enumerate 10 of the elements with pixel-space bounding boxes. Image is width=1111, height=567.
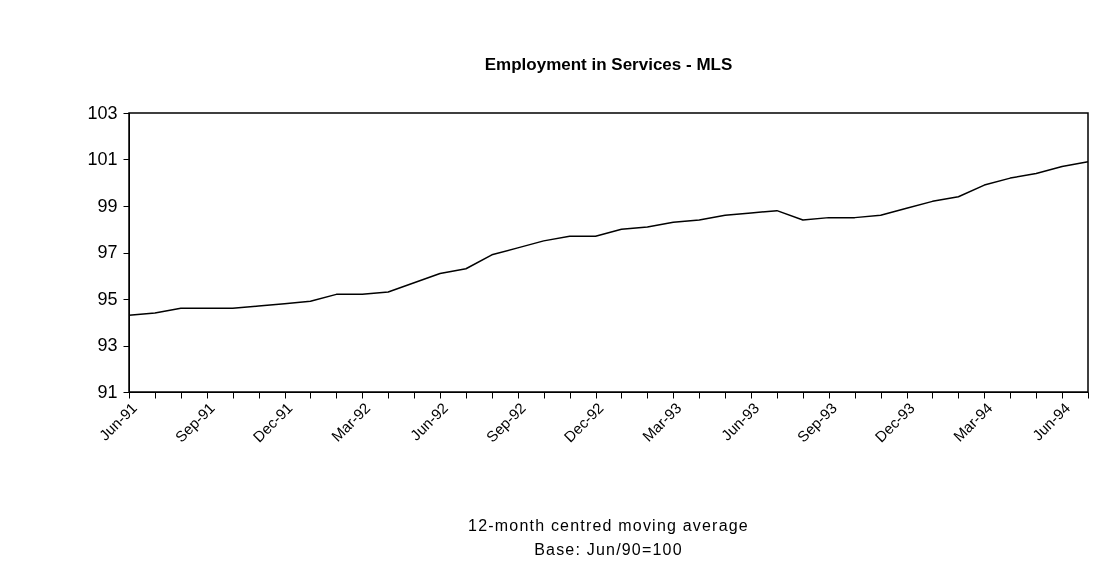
y-tick-label: 99 (97, 195, 118, 216)
y-tick-label: 103 (87, 102, 118, 123)
y-tick-label: 93 (97, 335, 118, 355)
y-tick-label: 95 (97, 288, 118, 309)
y-tick-label: 91 (97, 381, 118, 402)
text: 12-month centred moving average (467, 517, 750, 535)
chart-title: Employment in Services - MLS (484, 55, 733, 74)
y-tick-label: 101 (87, 149, 118, 169)
text: Base: Jun/90=100 (533, 541, 684, 559)
y-tick-label: 97 (97, 242, 118, 262)
